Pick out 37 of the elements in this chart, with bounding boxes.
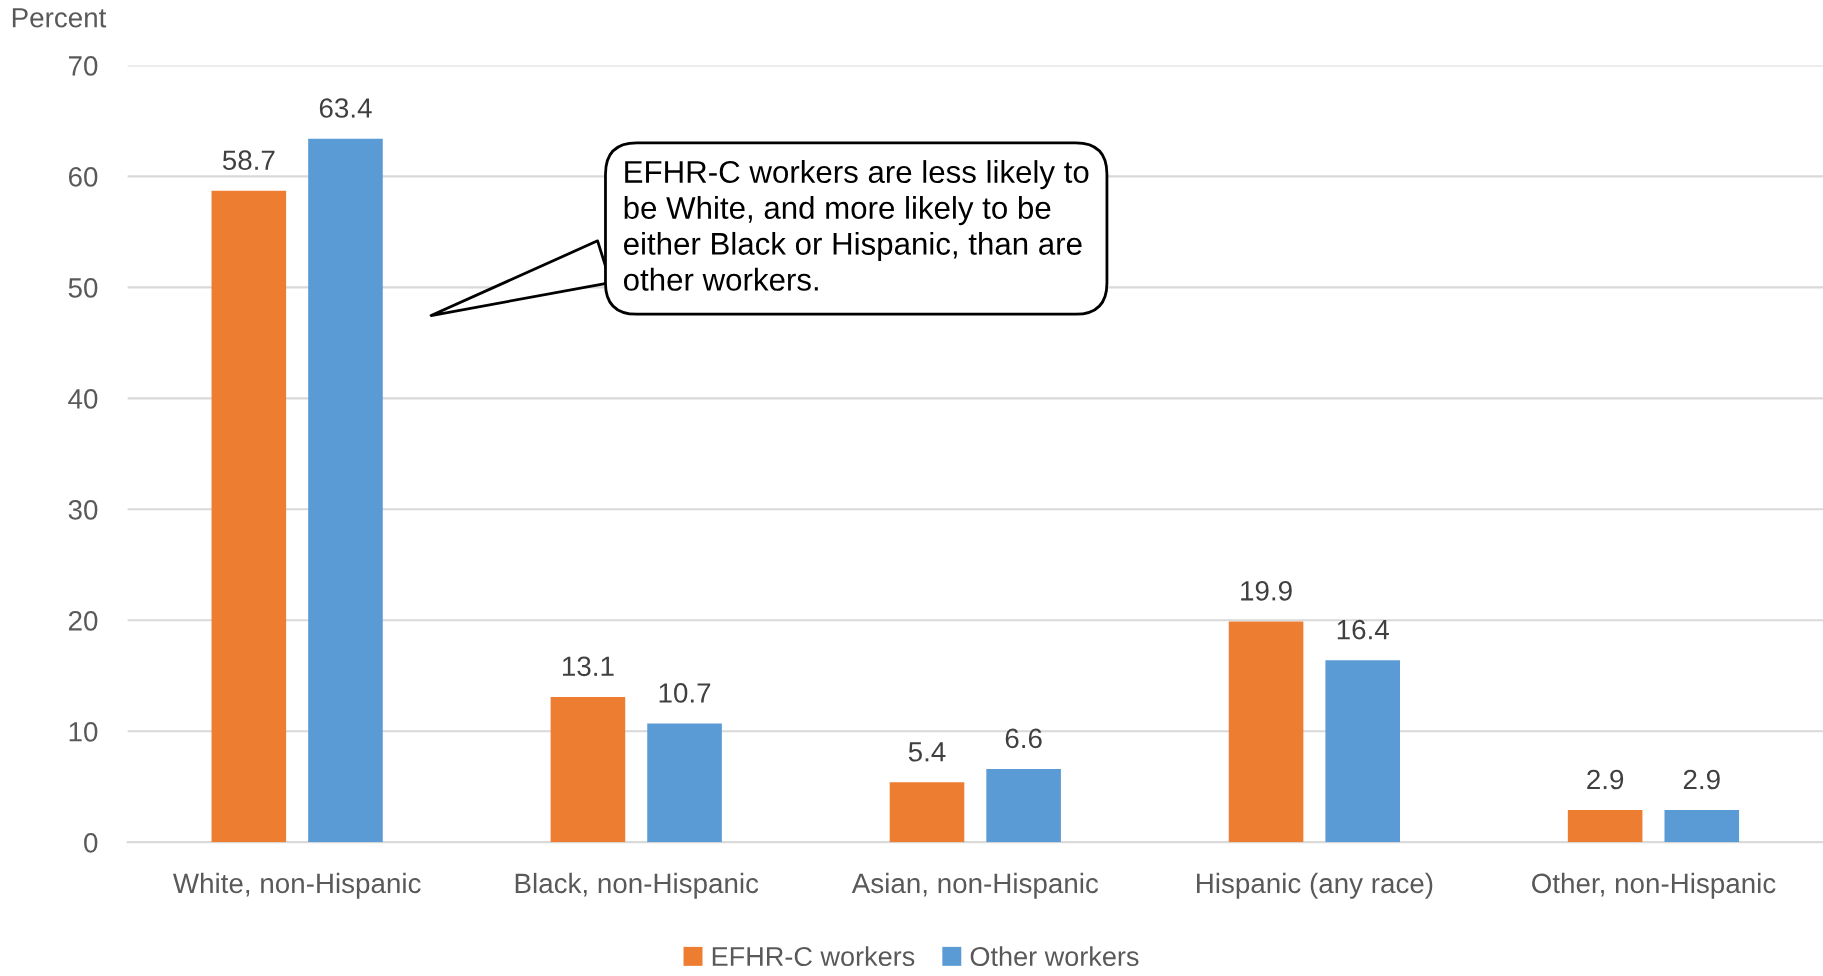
x-tick-label: Other, non-Hispanic	[1532, 872, 1776, 899]
y-tick-label: 60	[68, 167, 98, 187]
data-label: 19.9	[1241, 580, 1292, 601]
data-label: 13.1	[563, 656, 614, 677]
data-label: 2.9	[1587, 769, 1624, 790]
annotation: EFHR-C workers are less likely to be White, and more likely to be either Black or Hispanic, than are other workers.	[623, 160, 1089, 291]
bar	[211, 190, 287, 843]
data-label: 6.6	[1005, 728, 1042, 749]
y-tick-label: 50	[68, 278, 98, 298]
x-tick-label: Asian, non-Hispanic	[851, 872, 1099, 899]
bar	[1325, 660, 1400, 843]
y-axis-title: Percent	[12, 8, 107, 28]
y-tick-label: 0	[84, 832, 98, 853]
data-label: 10.7	[659, 683, 711, 703]
data-label: 16.4	[1337, 619, 1389, 640]
x-tick-label: Black, non-Hispanic	[515, 872, 759, 899]
bar	[1664, 810, 1740, 843]
data-label: 2.9	[1683, 769, 1720, 790]
bar	[647, 723, 722, 843]
y-tick-label: 20	[68, 610, 98, 631]
y-tick-label: 40	[68, 389, 98, 409]
bar	[1567, 810, 1643, 843]
data-label: 58.7	[222, 150, 275, 171]
bar	[308, 138, 383, 843]
bar	[889, 782, 965, 843]
x-tick-label: White, non-Hispanic	[173, 872, 421, 899]
legend-label: EFHR-C workers	[712, 946, 915, 967]
data-label: 5.4	[908, 742, 946, 762]
bar	[986, 769, 1061, 843]
bar	[1228, 621, 1304, 843]
bar	[550, 696, 626, 843]
data-label: 63.4	[319, 98, 372, 118]
legend-label: Other workers	[970, 946, 1139, 967]
y-tick-label: 10	[69, 721, 98, 742]
x-tick-label: Hispanic (any race)	[1197, 872, 1433, 899]
y-tick-label: 30	[68, 500, 98, 520]
y-tick-label: 70	[68, 56, 98, 76]
